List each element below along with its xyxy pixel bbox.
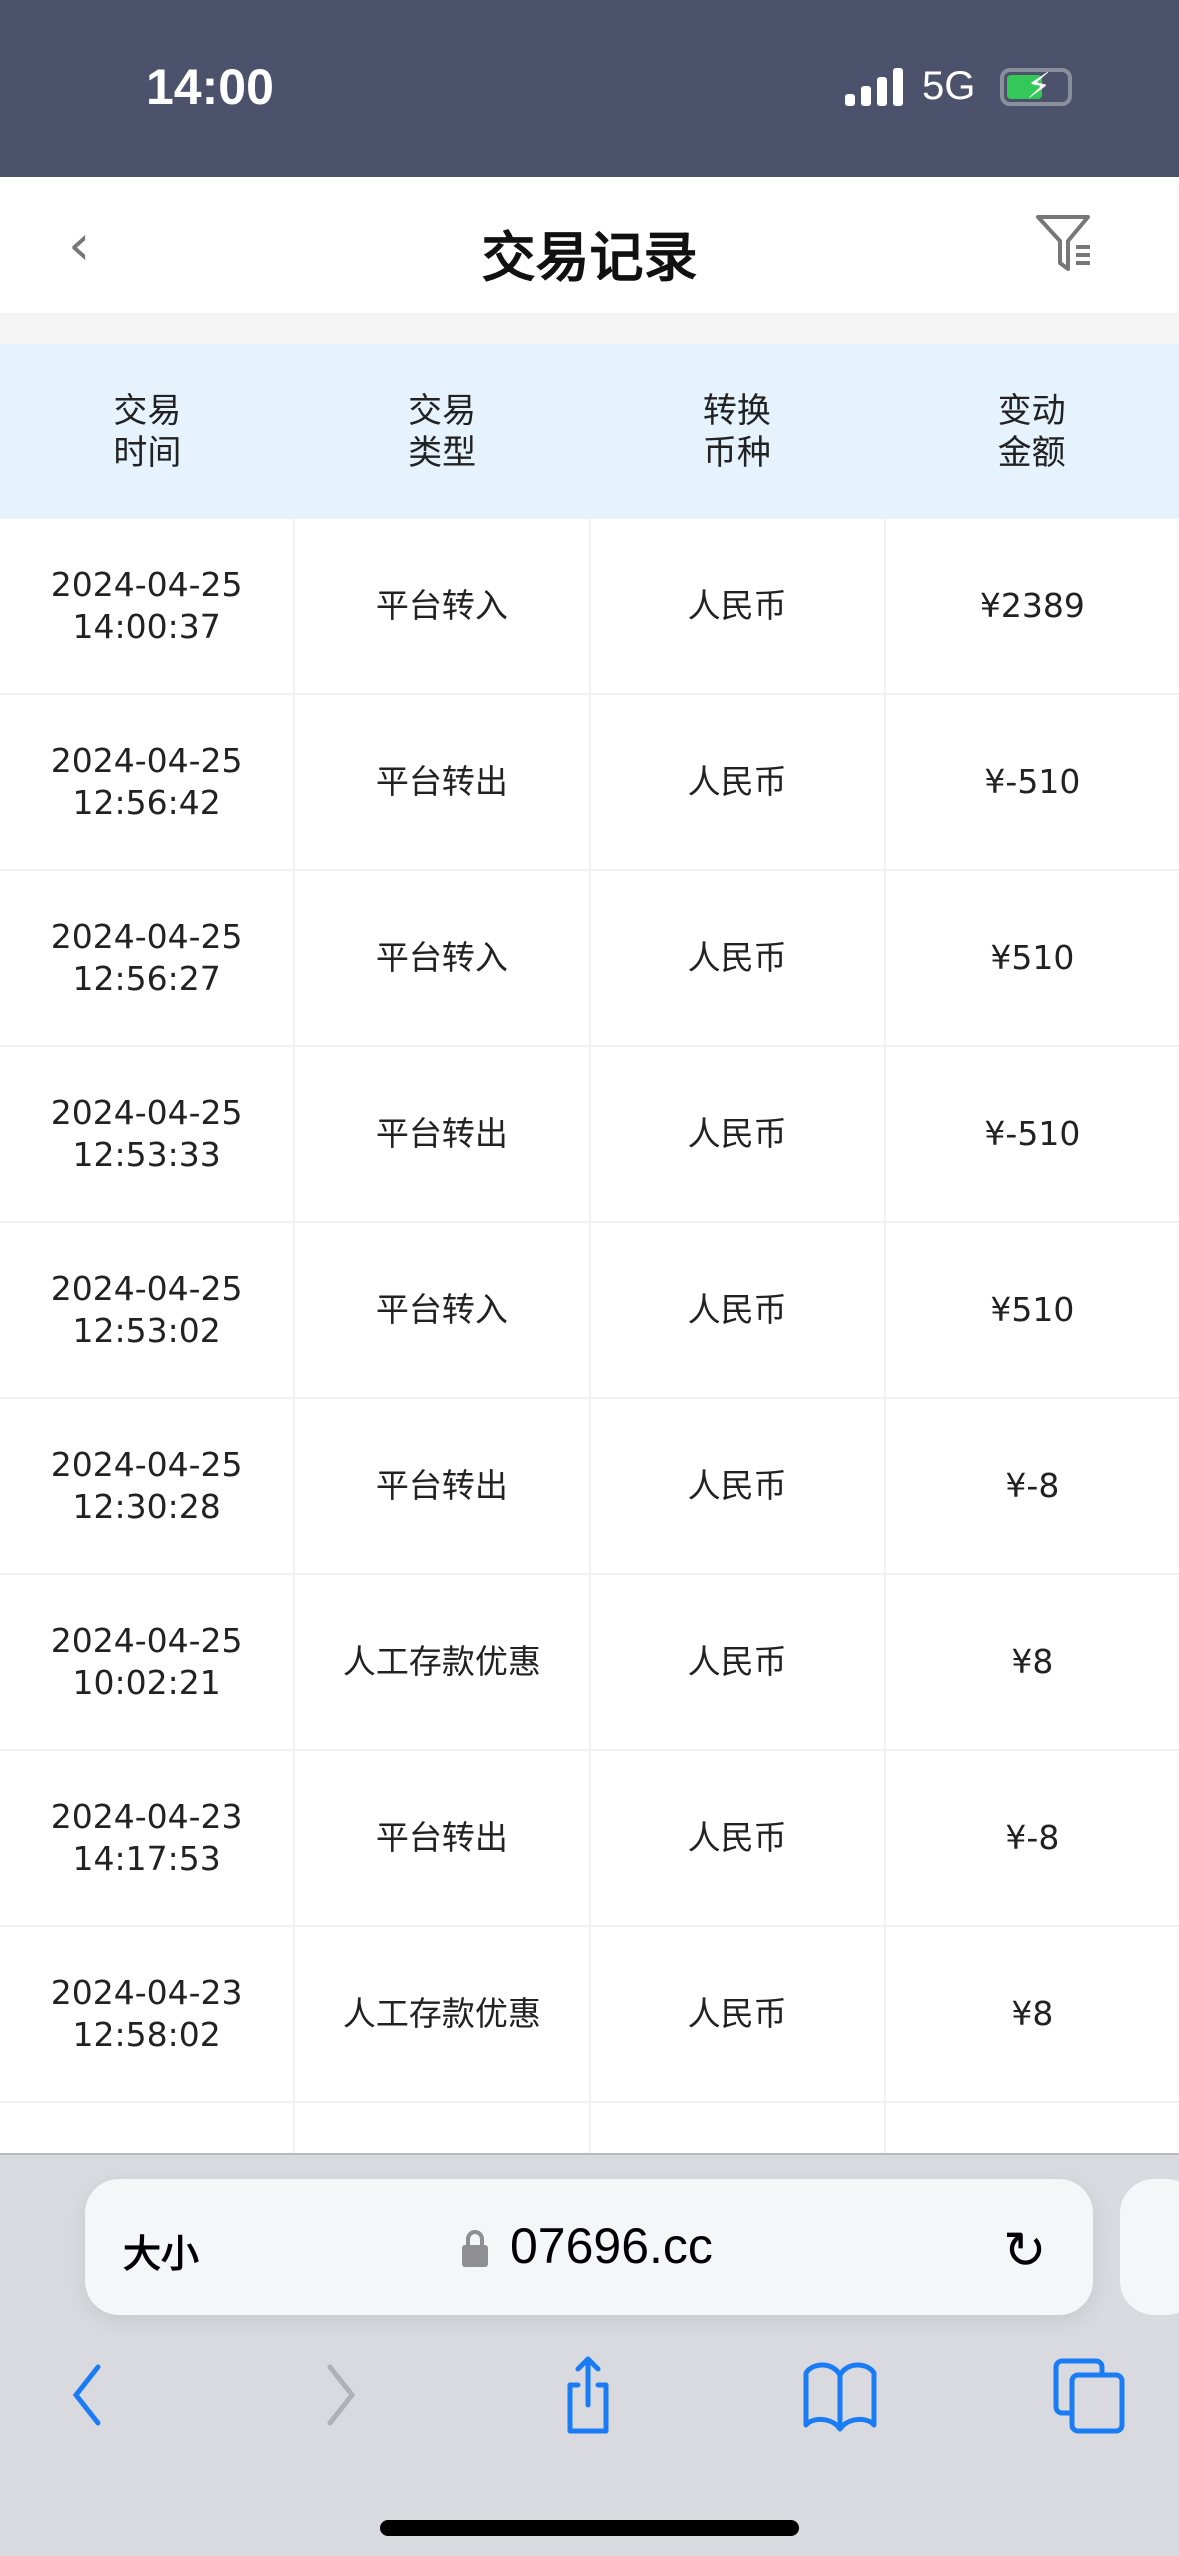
cell-type: 平台转入: [295, 519, 591, 693]
cell-currency: 人民币: [591, 1399, 886, 1573]
cell-amount: ¥510: [990, 1290, 1075, 1329]
reload-icon: ↻: [1003, 2221, 1047, 2281]
table-row: 2024-04-25 10:02:21 人工存款优惠 人民币 ¥8: [0, 1575, 1179, 1751]
cell-type: 平台转出: [295, 1751, 591, 1925]
status-bar: 14:00 5G ⚡: [0, 0, 1179, 177]
back-button[interactable]: ‹: [68, 213, 90, 278]
cell-time: 2024-04-25 12:56:27: [0, 871, 296, 1045]
table-row: 2024-04-25 12:56:42 平台转出 人民币 ¥-510: [0, 695, 1179, 871]
cell-currency: 人民币: [591, 1927, 886, 2101]
cell-currency: 人民币: [591, 695, 886, 869]
cell-type: 平台转入: [295, 871, 591, 1045]
table-body: 2024-04-25 14:00:37 平台转入 人民币 ¥2389 2024-04-2…: [0, 519, 1179, 2279]
cell-amount: ¥-8: [1005, 1466, 1060, 1505]
table-row: 2024-04-25 12:53:33 平台转出 人民币 ¥-510: [0, 1047, 1179, 1223]
reload-button[interactable]: ↻: [1003, 2221, 1047, 2281]
browser-toolbar: 大小 07696.cc ↻: [0, 2153, 1179, 2556]
cell-currency: 人民币: [591, 1575, 886, 1749]
cell-currency: 人民币: [591, 519, 886, 693]
lock-icon: [462, 2230, 488, 2267]
cell-type: 人工存款优惠: [295, 1927, 591, 2101]
chevron-left-icon: ‹: [68, 213, 91, 278]
nav-bar: ‹ 交易记录: [0, 177, 1179, 313]
next-tab-preview[interactable]: [1120, 2179, 1179, 2315]
cell-time: 2024-04-25 12:53:33: [0, 1047, 296, 1221]
back-nav-button[interactable]: [48, 2355, 128, 2435]
header-type: 交易 类型: [408, 390, 477, 473]
table-row: 2024-04-23 14:17:53 平台转出 人民币 ¥-8: [0, 1751, 1179, 1927]
cell-currency: 人民币: [591, 1223, 886, 1397]
cell-time: 2024-04-25 14:00:37: [0, 519, 296, 693]
table-row: 2024-04-23 12:58:02 人工存款优惠 人民币 ¥8: [0, 1927, 1179, 2103]
cell-time: 2024-04-25 10:02:21: [0, 1575, 296, 1749]
spacer: [0, 313, 1179, 344]
cell-amount: ¥8: [1011, 1994, 1054, 2033]
cell-currency: 人民币: [591, 1047, 886, 1221]
table-row: 2024-04-25 14:00:37 平台转入 人民币 ¥2389: [0, 519, 1179, 695]
header-amount: 变动 金额: [997, 390, 1066, 473]
cell-time: 2024-04-23 14:17:53: [0, 1751, 296, 1925]
cell-amount: ¥8: [1011, 1642, 1054, 1681]
share-button[interactable]: [548, 2355, 628, 2435]
address-bar[interactable]: 大小 07696.cc ↻: [85, 2179, 1093, 2315]
cell-type: 平台转出: [295, 1047, 591, 1221]
cell-type: 人工存款优惠: [295, 1575, 591, 1749]
table-header: 交易 时间 交易 类型 转换 币种 变动 金额: [0, 344, 1179, 519]
home-indicator: [380, 2520, 799, 2536]
cell-amount: ¥-510: [984, 1114, 1081, 1153]
page-title: 交易记录: [481, 226, 698, 289]
cell-time: 2024-04-23 12:58:02: [0, 1927, 296, 2101]
cell-type: 平台转入: [295, 1223, 591, 1397]
cell-time: 2024-04-25 12:56:42: [0, 695, 296, 869]
cell-currency: 人民币: [591, 871, 886, 1045]
battery-charging-icon: ⚡: [1000, 66, 1072, 107]
cell-type: 平台转出: [295, 1399, 591, 1573]
table-row: 2024-04-25 12:30:28 平台转出 人民币 ¥-8: [0, 1399, 1179, 1575]
forward-nav-button[interactable]: [300, 2355, 380, 2435]
cell-type: 平台转出: [295, 695, 591, 869]
cell-amount: ¥510: [990, 938, 1075, 977]
text-size-button[interactable]: 大小: [123, 2232, 200, 2276]
cell-time: 2024-04-25 12:53:02: [0, 1223, 296, 1397]
url-domain: 07696.cc: [510, 2218, 713, 2274]
filter-icon[interactable]: [1032, 211, 1096, 275]
cell-time: 2024-04-25 12:30:28: [0, 1399, 296, 1573]
network-type: 5G: [922, 64, 976, 108]
table-row: 2024-04-25 12:53:02 平台转入 人民币 ¥510: [0, 1223, 1179, 1399]
cell-currency: 人民币: [591, 1751, 886, 1925]
cell-amount: ¥-8: [1005, 1818, 1060, 1857]
table-row: 2024-04-25 12:56:27 平台转入 人民币 ¥510: [0, 871, 1179, 1047]
header-time: 交易 时间: [113, 390, 182, 473]
header-currency: 转换 币种: [702, 390, 771, 473]
bookmarks-button[interactable]: [800, 2355, 880, 2435]
cell-amount: ¥-510: [984, 762, 1081, 801]
signal-icon: [845, 68, 903, 106]
tabs-button[interactable]: [1050, 2355, 1130, 2435]
status-time: 14:00: [146, 59, 274, 115]
cell-amount: ¥2389: [979, 586, 1085, 625]
